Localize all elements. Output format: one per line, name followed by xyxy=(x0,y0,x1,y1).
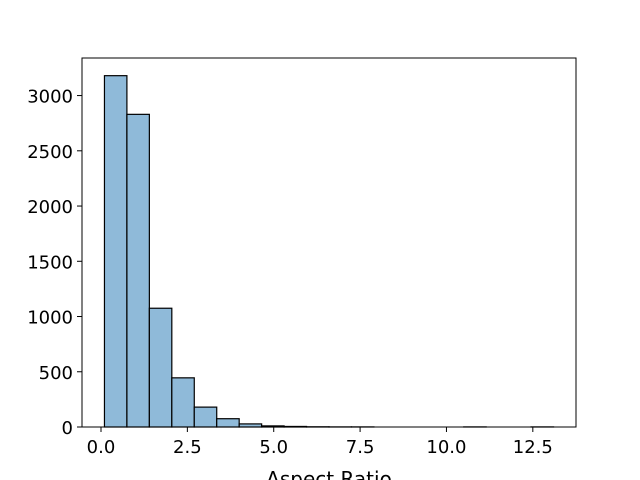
y-tick-label: 2000 xyxy=(27,197,73,218)
x-tick-label: 5.0 xyxy=(259,437,288,458)
histogram-bar xyxy=(216,418,240,428)
x-tick-label: 0.0 xyxy=(87,437,116,458)
histogram-bar xyxy=(126,113,150,428)
y-tick-label: 1000 xyxy=(27,308,73,329)
y-tick-label: 500 xyxy=(39,363,73,384)
x-tick-label: 2.5 xyxy=(173,437,202,458)
histogram-bar xyxy=(193,406,218,428)
histogram-bar xyxy=(103,75,128,428)
histogram-bar xyxy=(148,307,173,428)
x-axis-label: Aspect Ratio xyxy=(266,467,392,480)
x-tick-label: 12.5 xyxy=(513,437,553,458)
y-tick-label: 1500 xyxy=(27,252,73,273)
y-tick-label: 3000 xyxy=(27,87,73,108)
y-tick-label: 2500 xyxy=(27,142,73,163)
plot-frame xyxy=(81,57,577,428)
y-axis-ticks: 0 500 1000 1500 2000 2500 3000 xyxy=(27,87,82,439)
x-tick-label: 10.0 xyxy=(426,437,466,458)
y-tick-label: 0 xyxy=(62,418,73,439)
x-axis-ticks: 0.0 2.5 5.0 7.5 10.0 12.5 xyxy=(87,427,553,458)
histogram-bar xyxy=(171,377,195,428)
x-tick-label: 7.5 xyxy=(346,437,375,458)
